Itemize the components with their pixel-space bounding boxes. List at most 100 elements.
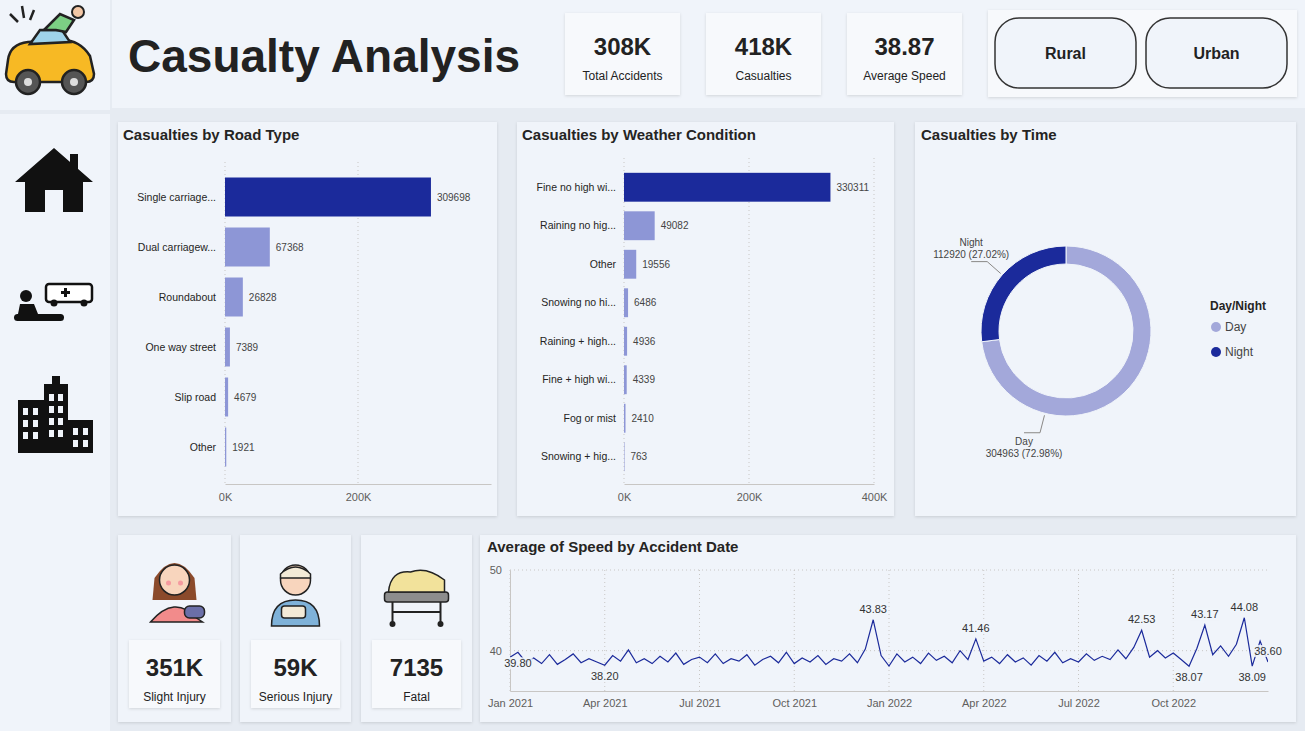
tick-label: 400K (862, 491, 888, 503)
building-icon (52, 376, 60, 386)
tick: 200K (737, 484, 763, 503)
bar (225, 278, 243, 317)
building-window (49, 418, 54, 425)
bar (624, 327, 627, 356)
tick: 200K (346, 484, 372, 503)
tick: Jul 2022 (1058, 691, 1100, 709)
category-label: Other (190, 441, 217, 453)
tick-label: Oct 2022 (1151, 697, 1196, 709)
home-icon (70, 154, 78, 172)
grid-line (1173, 570, 1174, 691)
leader-line (971, 262, 1001, 274)
icon-shape (70, 78, 78, 86)
building-window (33, 432, 38, 439)
label-patch (858, 603, 888, 615)
filter-button-label[interactable]: Urban (1193, 45, 1239, 62)
filter-button[interactable]: Urban (1146, 18, 1287, 88)
grid-line (624, 158, 625, 484)
building-icon (18, 400, 44, 453)
filter-button-label[interactable]: Rural (1045, 45, 1086, 62)
x-axis: Jan 2021Apr 2021Jul 2021Oct 2021Jan 2022… (488, 691, 1269, 709)
injury-card: 351KSlight Injury (118, 535, 231, 722)
building-icon (44, 384, 68, 453)
tick-label: 200K (737, 491, 763, 503)
category-label: Fog or mist (563, 412, 616, 424)
building-window (23, 432, 28, 439)
data-labels: 33031149082195566486493643392410763 (630, 182, 869, 463)
icon-shape (160, 565, 190, 595)
category-labels: Fine no high wi...Raining no hig...Other… (537, 181, 617, 463)
injury-panel (240, 535, 351, 722)
chart-title: Casualties by Road Type (123, 126, 299, 143)
injury-label: Fatal (403, 690, 430, 704)
category-label: Snowing no hi... (541, 296, 616, 308)
building-window (58, 430, 63, 437)
icon-shape (178, 581, 183, 586)
label-patch (590, 670, 620, 682)
chart-panel (517, 122, 894, 516)
bar (225, 378, 228, 417)
chart-title: Average of Speed by Accident Date (487, 538, 738, 555)
category-label: One way street (145, 341, 216, 353)
building-window (58, 406, 63, 413)
axis-line (226, 484, 492, 485)
label-patch (1190, 608, 1220, 620)
tick: 400K (862, 484, 888, 503)
annotations: 39.8038.2043.8341.4642.5338.0743.1744.08… (503, 601, 1283, 683)
injury-box (129, 640, 220, 708)
annotation: 39.80 (504, 657, 532, 669)
injury-value: 59K (273, 654, 318, 681)
injury-value: 7135 (390, 654, 443, 681)
filter-button[interactable]: Rural (995, 18, 1136, 88)
kpi-card: 38.87Average Speed (847, 13, 962, 95)
label-patch (961, 622, 991, 634)
slice-label: Day (1015, 436, 1033, 447)
tick: Apr 2021 (583, 691, 628, 709)
tick: Oct 2021 (772, 691, 817, 709)
building-window (83, 428, 88, 435)
bar (624, 365, 627, 394)
bar (624, 442, 625, 471)
injury-value: 351K (146, 654, 204, 681)
data-label: 763 (630, 451, 647, 462)
filter-button-shape[interactable] (1146, 18, 1287, 88)
data-label: 6486 (634, 297, 657, 308)
icon-shape (385, 592, 449, 602)
page-title: Casualty Analysis (128, 30, 520, 82)
tick: 0K (618, 484, 632, 503)
slice (982, 246, 1151, 416)
building-window (83, 440, 88, 447)
label-patch (1230, 601, 1260, 613)
data-label: 309698 (437, 192, 471, 203)
tick: 40 (490, 645, 510, 657)
building-window (33, 408, 38, 415)
bar (225, 178, 431, 217)
kpi-label: Casualties (735, 69, 791, 83)
tick-label: Jul 2021 (679, 697, 721, 709)
legend-title: Day/Night (1210, 299, 1266, 313)
data-label: 7389 (236, 342, 259, 353)
tick-label: Jan 2022 (867, 697, 912, 709)
chart-title: Casualties by Weather Condition (522, 126, 756, 143)
bar (624, 173, 830, 202)
filter-box (988, 10, 1297, 97)
grid-line (699, 570, 700, 691)
kpi-card: 418KCasualties (706, 13, 821, 95)
category-label: Fine no high wi... (537, 181, 616, 193)
icon-shape (72, 6, 84, 18)
kpi-card: 308KTotal Accidents (565, 13, 680, 95)
bar (624, 250, 636, 279)
icon-shape (272, 600, 320, 626)
data-label: 4339 (633, 374, 656, 385)
slices (981, 246, 1151, 416)
filter-button-shape[interactable] (995, 18, 1136, 88)
annotation: 43.83 (859, 603, 887, 615)
injury-box (251, 640, 340, 708)
injury-panel (361, 535, 472, 722)
icon-shape (44, 14, 74, 32)
building-window (73, 428, 78, 435)
person-icon (14, 314, 64, 321)
tick-label: Apr 2022 (962, 697, 1007, 709)
legend-label: Day (1225, 320, 1246, 334)
grid-line (1078, 570, 1079, 691)
